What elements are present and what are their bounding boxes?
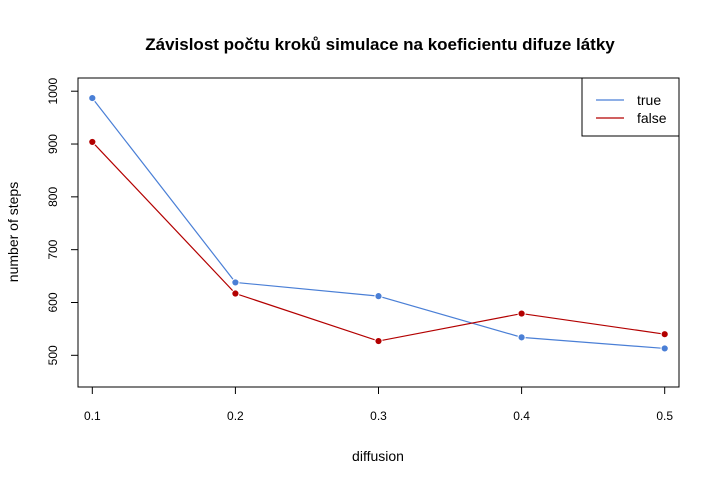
data-point-false: [660, 330, 669, 339]
chart-title: Závislost počtu kroků simulace na koefic…: [145, 35, 615, 54]
y-tick-label: 600: [46, 292, 60, 312]
x-tick-label: 0.5: [656, 409, 673, 423]
series-line-true: [91, 97, 665, 350]
legend-label-false: false: [637, 110, 667, 126]
y-tick-label: 900: [46, 134, 60, 154]
x-tick-label: 0.2: [227, 409, 244, 423]
data-point-true: [88, 93, 97, 103]
data-point-true: [660, 344, 669, 353]
data-point-false: [374, 336, 383, 346]
legend-box: [581, 77, 680, 137]
y-tick-label: 800: [46, 187, 60, 207]
legend: true false: [581, 77, 680, 137]
series-layer: [88, 93, 669, 353]
data-point-true: [374, 292, 383, 301]
y-tick-label: 1000: [46, 78, 60, 105]
x-axis: 0.1 0.2 0.3 0.4 0.5: [84, 386, 673, 423]
data-point-false: [88, 137, 97, 147]
x-tick-label: 0.4: [513, 409, 530, 423]
y-tick-label: 700: [46, 239, 60, 259]
series-line-false: [91, 141, 665, 342]
legend-label-true: true: [637, 92, 661, 108]
data-point-true: [517, 333, 526, 342]
data-point-false: [517, 309, 526, 318]
x-axis-label: diffusion: [352, 448, 404, 464]
data-point-true: [231, 278, 240, 287]
x-tick-label: 0.1: [84, 409, 101, 423]
y-axis: 500 600 700 800 900 1000: [46, 78, 79, 365]
y-tick-label: 500: [46, 345, 60, 365]
data-point-false: [231, 289, 240, 298]
x-tick-label: 0.3: [370, 409, 387, 423]
y-axis-label: number of steps: [5, 182, 21, 282]
